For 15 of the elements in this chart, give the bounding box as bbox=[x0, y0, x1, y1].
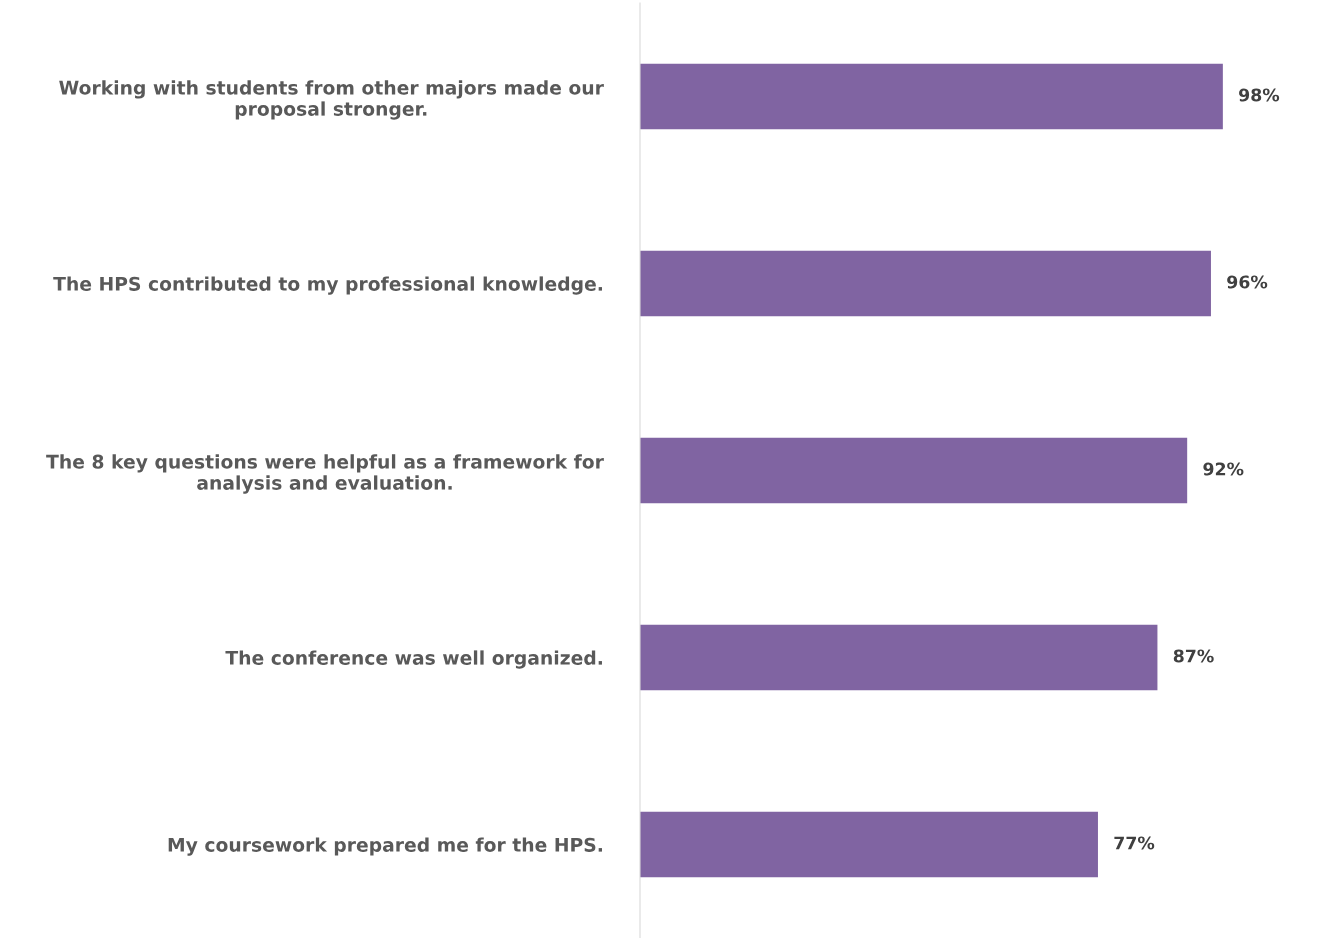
bar bbox=[640, 437, 1188, 504]
data-label: 77% bbox=[1114, 836, 1155, 850]
bar bbox=[640, 624, 1158, 691]
data-label: 92% bbox=[1203, 462, 1244, 476]
data-label: 96% bbox=[1227, 275, 1268, 289]
data-label: 87% bbox=[1173, 649, 1214, 663]
y-tick-label: The 8 key questions were helpful as a framework for analysis and evaluation. bbox=[46, 454, 604, 494]
bar bbox=[640, 811, 1098, 878]
data-label: 98% bbox=[1239, 88, 1280, 102]
y-tick-label: The conference was well organized. bbox=[225, 650, 602, 669]
y-tick-label: Working with students from other majors made our proposal stronger. bbox=[59, 80, 604, 120]
bar bbox=[640, 63, 1223, 130]
bar bbox=[640, 250, 1211, 317]
y-tick-label: My coursework prepared me for the HPS. bbox=[168, 837, 602, 856]
y-tick-label: The HPS contributed to my professional knowledge. bbox=[53, 276, 602, 295]
